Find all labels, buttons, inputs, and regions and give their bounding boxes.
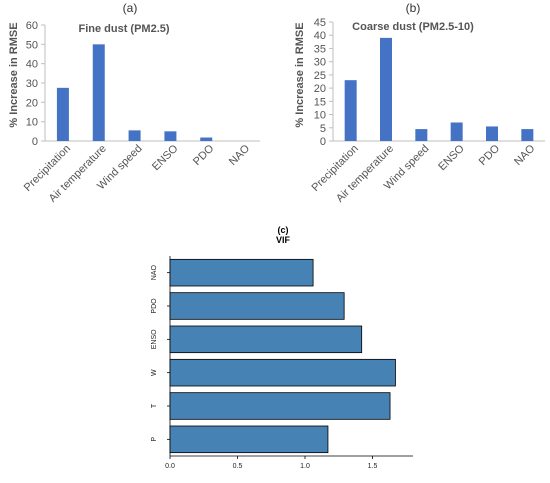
y-tick-label-b: 45 <box>314 17 326 29</box>
bar-b-enso <box>450 122 463 141</box>
bar-b-nao <box>521 129 534 141</box>
chart-title-c: VIF <box>276 235 291 245</box>
vif-y-tick-label: T <box>151 403 158 408</box>
vif-y-tick-label: P <box>151 437 158 442</box>
x-tick-label-a: ENSO <box>150 142 181 173</box>
y-tick-label-b: 30 <box>314 57 326 69</box>
vif-bar-t <box>169 392 391 420</box>
panel-label-b: (b) <box>406 1 421 15</box>
x-tick-label-a: PDO <box>191 142 217 168</box>
y-tick-label-b: 10 <box>314 110 326 122</box>
panel-label-a: (a) <box>123 1 138 15</box>
bar-a-air-temperature <box>92 44 105 142</box>
vif-y-tick-label: W <box>151 369 158 376</box>
chart-title-b: Coarse dust (PM2.5-10) <box>352 21 474 33</box>
chart-panel-b: (b) Coarse dust (PM2.5-10) % Increase in… <box>294 1 545 205</box>
bar-a-pdo <box>200 137 213 141</box>
y-tick-label-b: 15 <box>314 96 326 108</box>
vif-bar-enso <box>169 325 363 354</box>
panel-label-c: (c) <box>278 225 289 235</box>
bar-b-precipitation <box>344 80 357 141</box>
chart-title-a: Fine dust (PM2.5) <box>78 23 169 35</box>
vif-x-tick-label: 1.5 <box>368 463 378 470</box>
y-tick-label-a: 10 <box>26 117 38 129</box>
chart-panel-a: (a) Fine dust (PM2.5) % Increase in RMSE… <box>8 1 260 205</box>
y-tick-label-a: 20 <box>26 97 38 109</box>
y-axis-label-a: % Increase in RMSE <box>8 22 20 127</box>
x-tick-label-a: NAO <box>227 142 253 168</box>
y-tick-label-a: 40 <box>26 59 38 71</box>
vif-y-tick-label: ENSO <box>151 329 158 349</box>
vif-bar-pdo <box>169 292 345 320</box>
y-tick-label-b: 25 <box>314 70 326 82</box>
y-tick-label-b: 35 <box>314 43 326 55</box>
y-axis-label-b: % Increase in RMSE <box>294 22 306 127</box>
y-tick-label-b: 20 <box>314 83 326 95</box>
vif-y-tick-label: NAO <box>151 265 158 281</box>
x-tick-label-b: PDO <box>477 142 503 168</box>
y-tick-label-b: 40 <box>314 30 326 42</box>
y-tick-label-b: 0 <box>320 136 326 148</box>
x-tick-label-b: NAO <box>512 142 538 168</box>
y-tick-label-a: 50 <box>26 39 38 51</box>
vif-bar-w <box>169 358 396 387</box>
vif-x-tick-label: 0.5 <box>233 463 243 470</box>
vif-x-tick-label: 1.0 <box>300 463 310 470</box>
y-tick-label-a: 0 <box>32 136 38 148</box>
bar-b-pdo <box>486 126 498 141</box>
vif-x-tick-label: 0.0 <box>165 463 175 470</box>
bar-a-wind-speed <box>128 130 141 141</box>
y-tick-label-a: 30 <box>26 78 38 90</box>
bar-a-enso <box>164 131 177 141</box>
bar-b-air-temperature <box>380 37 392 141</box>
x-tick-label-b: ENSO <box>436 142 467 173</box>
y-tick-label-b: 5 <box>320 123 326 135</box>
chart-panel-c: (c) VIF 0.0 0.5 1.0 1.5 P T W ENSO PDO NAO <box>151 225 413 470</box>
vif-bar-p <box>169 425 329 454</box>
bar-a-precipitation <box>56 87 69 141</box>
vif-bar-nao <box>169 258 314 287</box>
bar-b-wind-speed <box>415 129 428 141</box>
vif-y-tick-label: PDO <box>151 298 158 314</box>
y-tick-label-a: 60 <box>26 20 38 32</box>
